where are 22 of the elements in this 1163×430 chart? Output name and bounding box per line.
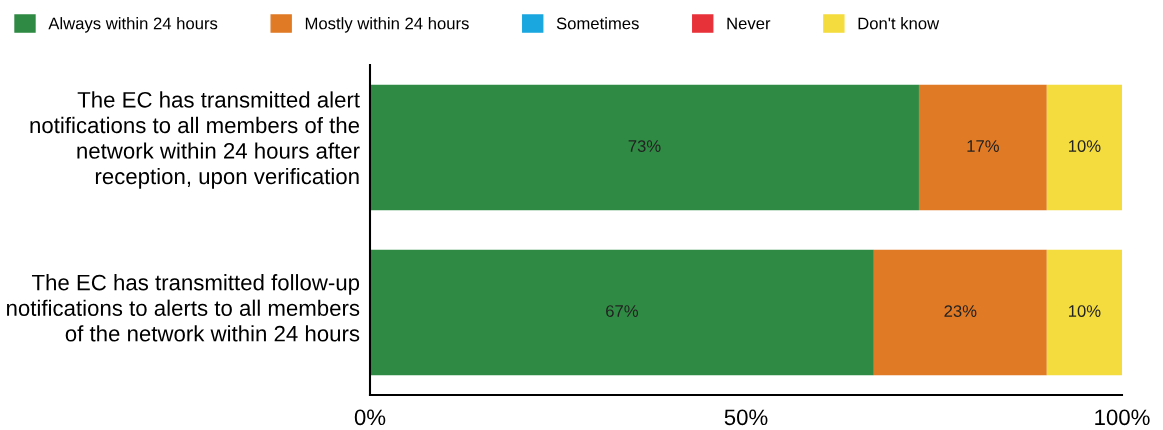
- legend-label: Sometimes: [556, 17, 639, 30]
- bar: [370, 84, 919, 211]
- data-label: 10%: [1068, 140, 1101, 152]
- x-tick-label: 50%: [724, 409, 768, 426]
- y-tick-label: The EC has transmitted follow-up notifications to alerts to all members of the network within 24 hours: [7, 274, 360, 342]
- y-tick-label: The EC has transmitted alert notifications to all members of the network within 24 hours after reception, upon verification: [30, 91, 360, 189]
- data-label: 23%: [944, 305, 977, 317]
- bar: [1046, 84, 1122, 211]
- legend-label: Mostly within 24 hours: [305, 17, 469, 33]
- legend-label: Don't know: [858, 17, 940, 30]
- legend-label: Never: [727, 17, 771, 30]
- x-tick-label: 100%: [1095, 409, 1150, 426]
- legend-label: Always within 24 hours: [48, 17, 218, 33]
- data-label: 10%: [1068, 305, 1101, 317]
- data-label: 17%: [967, 140, 999, 152]
- bar: [873, 249, 1047, 376]
- bar: [918, 84, 1047, 211]
- data-label: 73%: [628, 140, 661, 152]
- bar: [1046, 249, 1122, 376]
- bar: [370, 249, 874, 376]
- x-tick-label: 0%: [354, 409, 386, 426]
- data-label: 67%: [606, 305, 639, 317]
